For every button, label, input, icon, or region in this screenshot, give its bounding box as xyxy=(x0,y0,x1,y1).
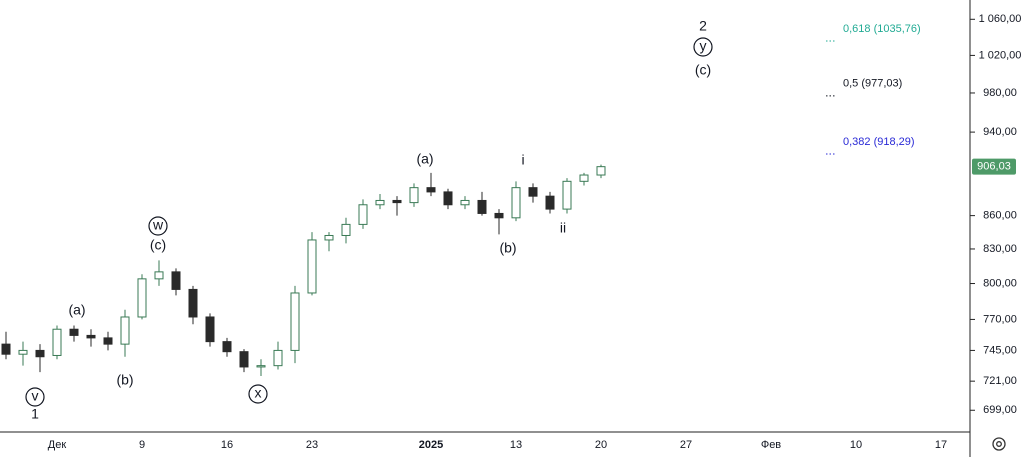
wave-label: (c) xyxy=(150,237,166,253)
wave-label: (b) xyxy=(116,372,133,388)
candle-body xyxy=(18,349,28,355)
x-tick-label: 10 xyxy=(850,439,862,451)
wave-circle xyxy=(25,387,45,407)
last-price-label: 906,03 xyxy=(977,161,1011,173)
candle-body xyxy=(528,187,538,197)
wave-label: (b) xyxy=(499,240,516,256)
fib-level-label: 0,618 (1035,76) xyxy=(843,23,921,35)
candle-body xyxy=(290,292,300,351)
candle-body xyxy=(171,271,181,290)
candle-body xyxy=(69,328,79,336)
y-tick-label: 860,00 xyxy=(983,210,1017,222)
candle-body xyxy=(35,349,45,358)
candle-body xyxy=(273,349,283,367)
wave-label: 1 xyxy=(31,406,39,422)
y-tick-label: 1 020,00 xyxy=(979,49,1022,61)
candle-body xyxy=(103,337,113,345)
candle-body xyxy=(409,187,419,204)
candle-body xyxy=(426,187,436,193)
candle-body xyxy=(375,199,385,206)
candle-body xyxy=(341,223,351,236)
candle-body xyxy=(579,174,589,182)
candle-body xyxy=(596,166,606,176)
candle-body xyxy=(392,199,402,204)
candle-body xyxy=(154,271,164,280)
x-tick-label: 13 xyxy=(510,439,522,451)
wave-label: 2 xyxy=(699,18,707,34)
x-tick-label: 23 xyxy=(306,439,318,451)
y-tick-label: 1 060,00 xyxy=(979,13,1022,25)
candle-body xyxy=(477,199,487,214)
gear-ring xyxy=(992,437,1006,451)
wave-circle xyxy=(693,37,713,57)
y-tick-label: 770,00 xyxy=(983,313,1017,325)
candle-body xyxy=(86,334,96,339)
candle-body xyxy=(460,199,470,206)
y-tick-label: 940,00 xyxy=(983,126,1017,138)
y-tick-label: 721,00 xyxy=(983,375,1017,387)
fib-level-label: 0,382 (918,29) xyxy=(843,136,915,148)
wave-circle xyxy=(148,216,168,236)
candle-body xyxy=(120,316,130,345)
wave-label: y xyxy=(700,38,707,54)
candle-body xyxy=(222,341,232,353)
y-tick-label: 800,00 xyxy=(983,277,1017,289)
y-tick-label: 699,00 xyxy=(983,404,1017,416)
candle-body xyxy=(511,187,521,219)
wave-label: i xyxy=(521,152,524,168)
x-tick-label: Дек xyxy=(48,439,67,451)
wave-label: x xyxy=(255,385,262,401)
gear-hub xyxy=(996,441,1002,447)
y-tick-label: 980,00 xyxy=(983,87,1017,99)
candle-body xyxy=(1,343,11,355)
y-tick-label: 745,00 xyxy=(983,344,1017,356)
candle-body xyxy=(239,351,249,368)
fib-level-label: 0,5 (977,03) xyxy=(843,78,902,90)
x-tick-label: 2025 xyxy=(419,439,443,451)
candle-body xyxy=(137,278,147,318)
candle-body xyxy=(443,191,453,206)
x-tick-label: 20 xyxy=(595,439,607,451)
x-tick-label: 9 xyxy=(139,439,145,451)
wave-label: (c) xyxy=(695,62,711,78)
candle-body xyxy=(307,239,317,294)
candle-body xyxy=(562,180,572,210)
wave-label: w xyxy=(152,217,164,233)
wave-circle xyxy=(248,384,268,404)
x-tick-label: 16 xyxy=(221,439,233,451)
candle-body xyxy=(205,316,215,343)
x-tick-label: 27 xyxy=(680,439,692,451)
candle-body xyxy=(256,365,266,368)
candle-body xyxy=(324,234,334,241)
wave-label: (a) xyxy=(68,302,85,318)
y-tick-label: 830,00 xyxy=(983,243,1017,255)
candle-body xyxy=(494,212,504,219)
x-tick-label: 17 xyxy=(935,439,947,451)
wave-label: v xyxy=(32,388,39,404)
x-tick-label: Фев xyxy=(761,439,781,451)
wave-label: (a) xyxy=(416,151,433,167)
wave-label: ii xyxy=(560,220,566,236)
candle-body xyxy=(52,328,62,356)
settings-icon[interactable] xyxy=(992,437,1006,451)
candle-body xyxy=(188,288,198,318)
last-price-box xyxy=(972,158,1016,175)
candle-body xyxy=(358,204,368,225)
candle-body xyxy=(545,195,555,210)
